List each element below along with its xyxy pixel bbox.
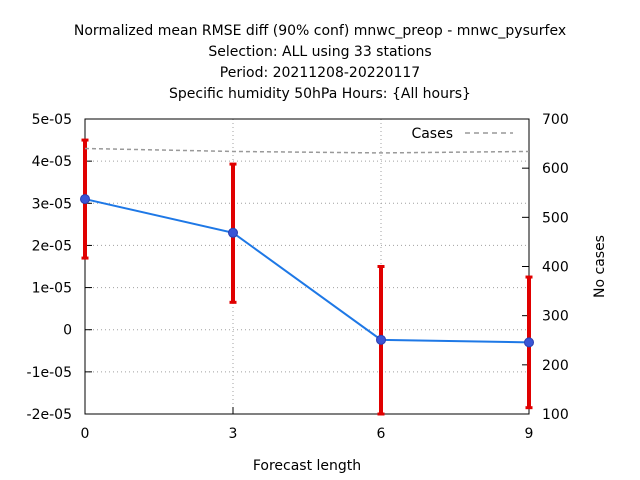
cases-line (84, 147, 530, 154)
y-tick-label: 4e-05 (32, 154, 72, 170)
x-axis-label: Forecast length (253, 458, 361, 474)
y2-tick-label: 100 (542, 407, 569, 423)
title-line: Period: 20211208-20220117 (220, 65, 420, 81)
y2-tick-label: 600 (542, 161, 569, 177)
title-line: Specific humidity 50hPa Hours: {All hour… (169, 86, 471, 102)
title-line: Selection: ALL using 33 stations (208, 44, 431, 60)
x-tick-label: 0 (81, 426, 90, 442)
data-point (524, 337, 534, 348)
rmse-diff-line (84, 198, 530, 344)
grid (85, 119, 529, 414)
y-tick-label: -1e-05 (27, 365, 72, 381)
legend: Cases (411, 126, 513, 142)
y-tick-label: -2e-05 (27, 407, 72, 423)
chart-title: Normalized mean RMSE diff (90% conf) mnw… (74, 23, 566, 102)
y2-tick-label: 700 (542, 112, 569, 128)
x-tick-label: 9 (525, 426, 534, 442)
data-point (228, 227, 238, 238)
series (80, 138, 534, 416)
y2-tick-label: 400 (542, 260, 569, 276)
y-tick-label: 0 (63, 323, 72, 339)
y-tick-label: 3e-05 (32, 196, 72, 212)
title-line: Normalized mean RMSE diff (90% conf) mnw… (74, 23, 566, 39)
y2-tick-label: 200 (542, 358, 569, 374)
plot-frame (84, 118, 530, 415)
y-tick-label: 5e-05 (32, 112, 72, 128)
x-tick-label: 3 (229, 426, 238, 442)
data-point (80, 194, 90, 205)
x-tick-label: 6 (377, 426, 386, 442)
right-axis-label: No cases (592, 235, 608, 298)
y-tick-label: 2e-05 (32, 238, 72, 254)
y2-tick-label: 500 (542, 210, 569, 226)
y-tick-label: 1e-05 (32, 281, 72, 297)
y2-tick-label: 300 (542, 309, 569, 325)
axis-ticks: -2e-05 -1e-05 0 1e-05 2e-05 3e-05 4e-05 5e-05 10… (27, 112, 569, 442)
legend-label: Cases (411, 126, 453, 142)
data-point (376, 334, 386, 345)
